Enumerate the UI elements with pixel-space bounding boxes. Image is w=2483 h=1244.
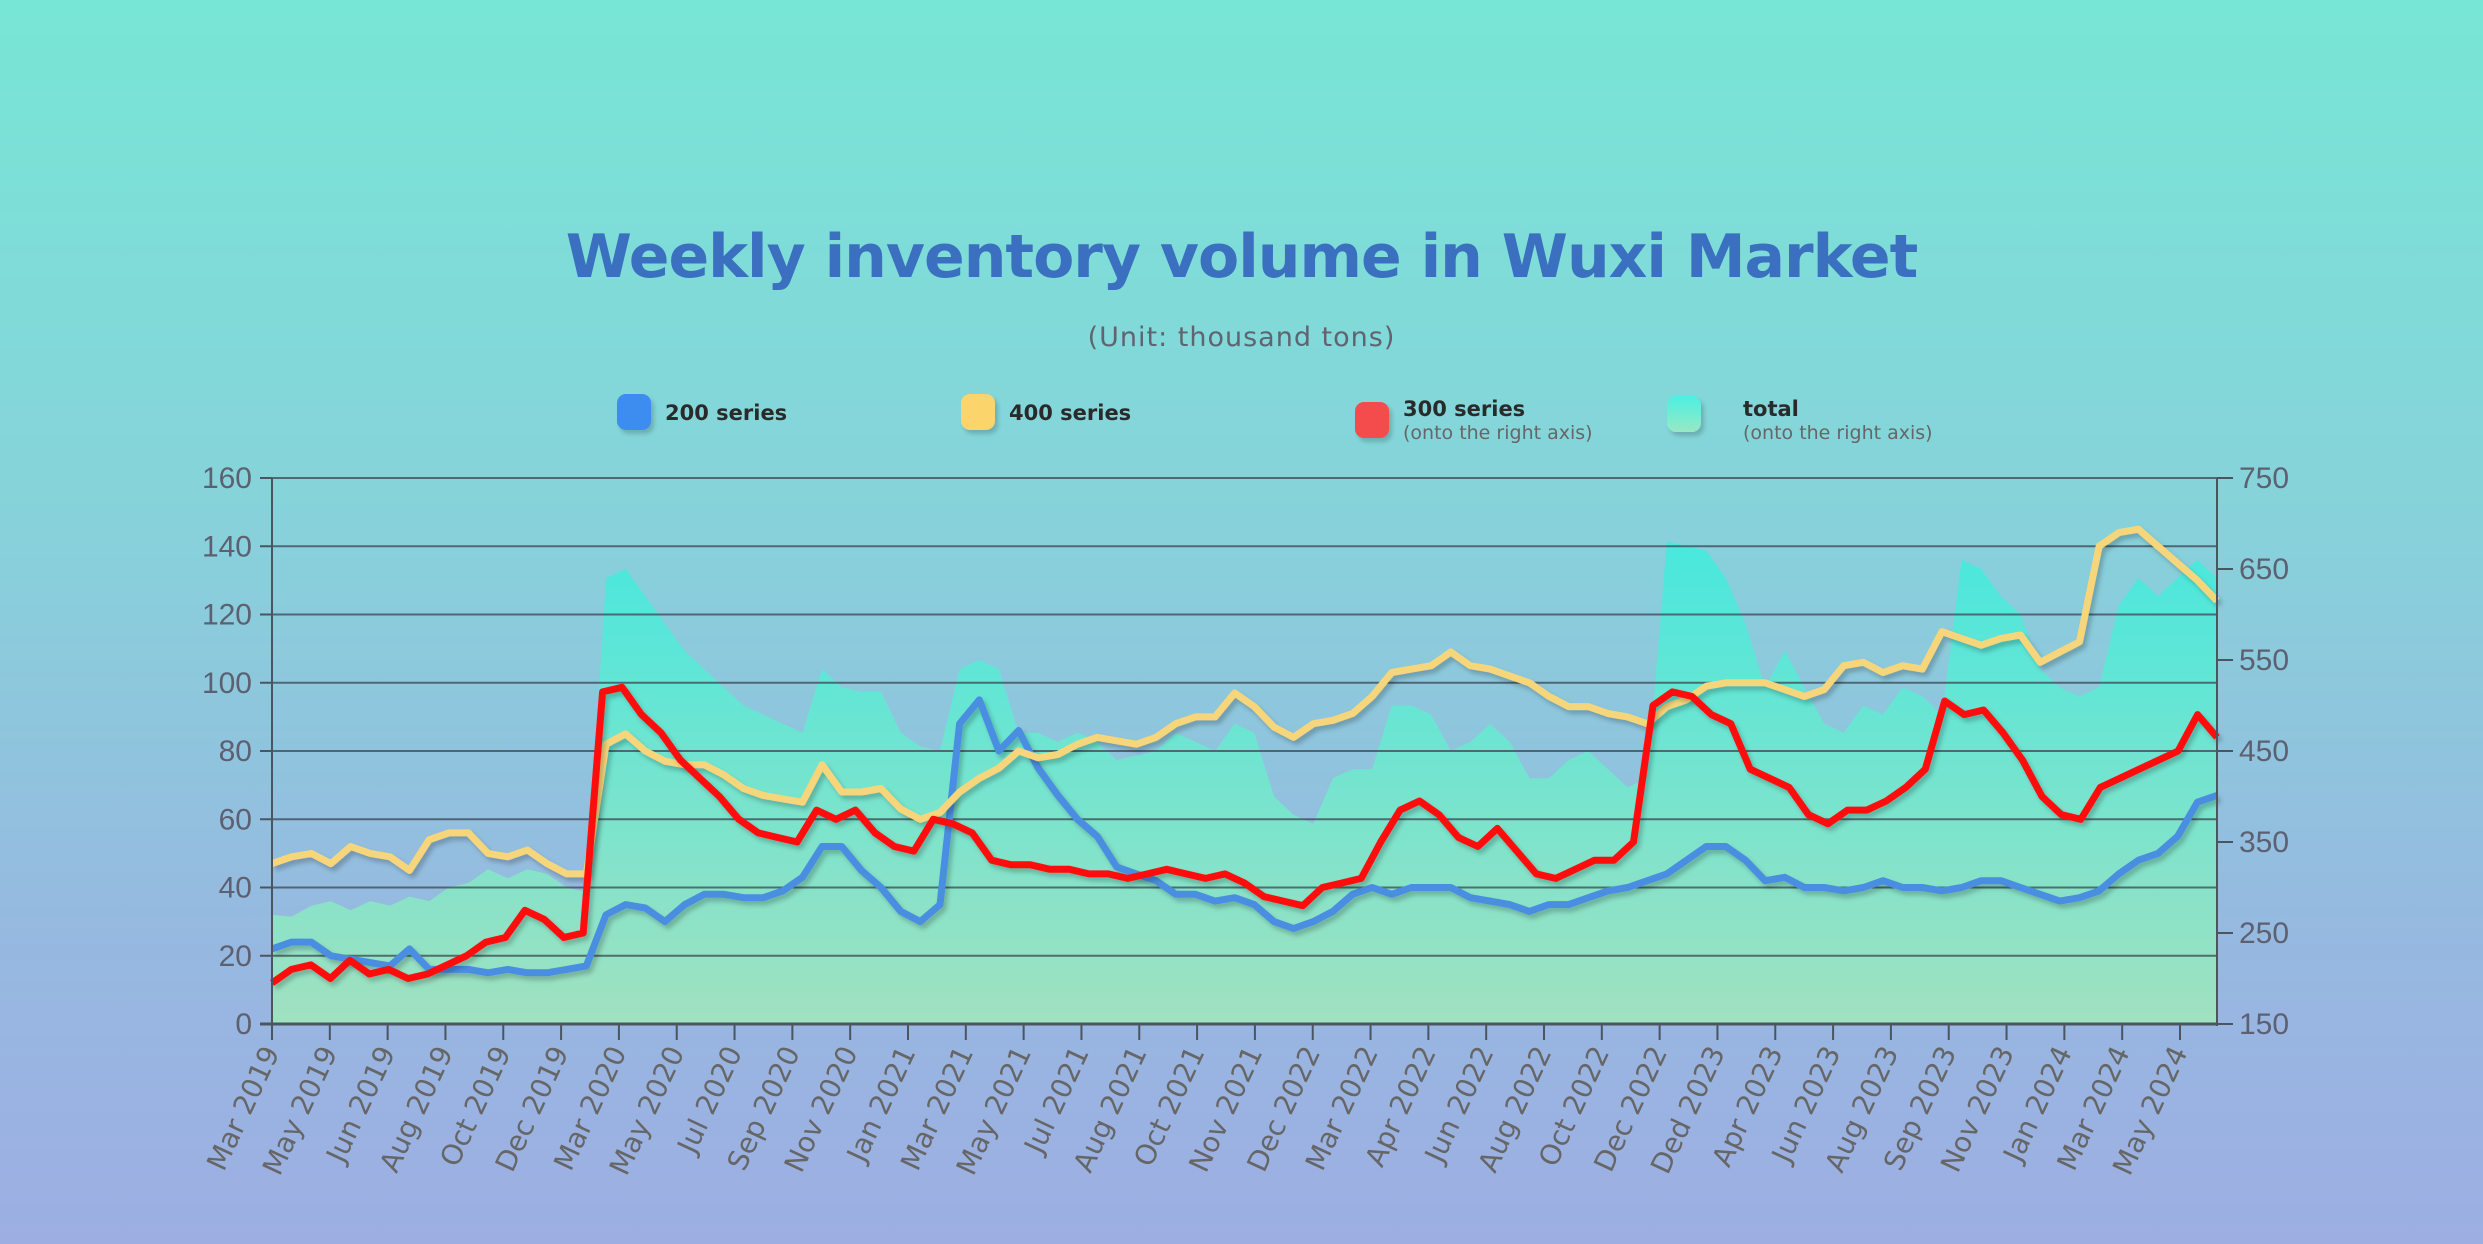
y-right-tick-label: 750 [2239,462,2289,495]
legend-note: (onto the right axis) [1403,422,1593,444]
series-total-area [272,541,2217,1024]
y-right-tick-label: 150 [2239,1008,2289,1041]
legend-label: 400 series [1009,401,1132,425]
series-200-series-line [270,696,2219,977]
chart-title: Weekly inventory volume in Wuxi Market [565,222,1919,292]
legend-item-300-series[interactable]: 300 series (onto the right axis) [1355,396,1593,444]
y-right-tick-label: 350 [2239,826,2289,859]
y-left-tick-label: 0 [235,1008,252,1041]
legend-swatch-200-icon [617,394,651,430]
legend-label: 300 series [1403,397,1526,421]
legend-swatch-total-icon [1667,396,1701,432]
legend-swatch-400-icon [961,394,995,430]
series-300-series-line [269,683,2220,986]
legend-swatch-300-icon [1355,402,1389,438]
y-right-tick-label: 550 [2239,644,2289,677]
y-left-tick-label: 20 [219,940,252,973]
y-left-tick-label: 40 [219,872,252,905]
y-right-tick-label: 650 [2239,553,2289,586]
legend-label: 200 series [665,401,788,425]
y-left-tick-label: 60 [219,803,252,836]
y-right-tick-label: 450 [2239,735,2289,768]
chart-subtitle: (Unit: thousand tons) [1087,322,1396,353]
legend-item-400-series[interactable]: 400 series [961,392,1131,430]
y-left-tick-label: 120 [202,599,252,632]
y-left-tick-label: 140 [202,530,252,563]
y-left-tick-label: 80 [219,735,252,768]
legend-item-200-series[interactable]: 200 series [617,392,787,430]
y-left-tick-label: 160 [202,462,252,495]
y-right-tick-label: 250 [2239,917,2289,950]
legend-item-total[interactable]: total (onto the right axis) [1667,396,1933,444]
y-left-tick-label: 100 [202,667,252,700]
legend-label: total [1743,397,1799,421]
legend-note: (onto the right axis) [1743,422,1933,444]
